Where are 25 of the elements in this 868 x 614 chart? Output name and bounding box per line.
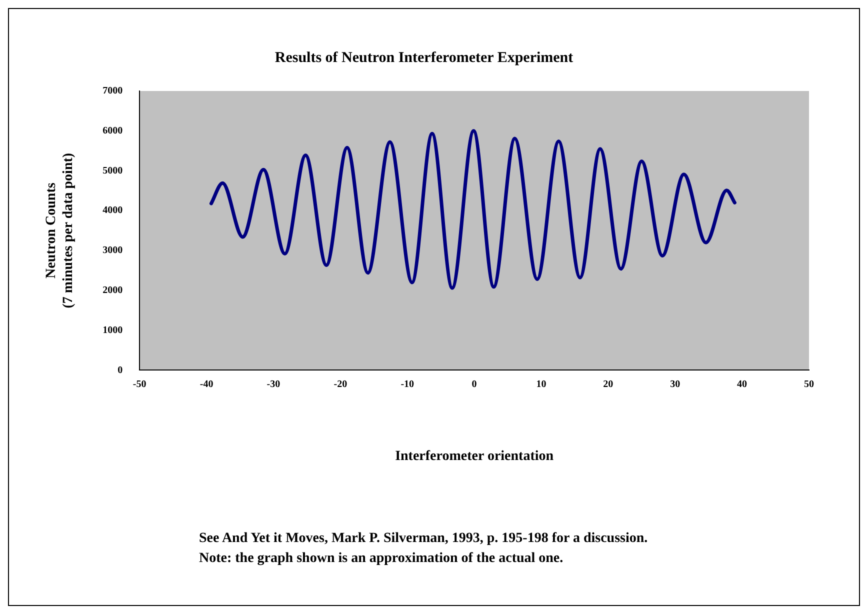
x-tick-label: 20 [603, 378, 614, 390]
x-tick-label: -30 [266, 378, 280, 390]
x-tick-label: 40 [737, 378, 748, 390]
text: See And Yet it Moves, Mark P. Silverman, 1993, p. 195-198 for a discussion. [199, 530, 649, 548]
y-tick-label: 1000 [102, 324, 123, 336]
y-tick-label: 5000 [102, 165, 123, 176]
chart-title: Results of Neutron Interferometer Experiment [274, 50, 574, 66]
x-tick-label: -10 [400, 378, 414, 390]
x-tick-label: 10 [536, 378, 546, 390]
x-tick-label: 0 [472, 378, 477, 390]
y-tick-label: 7000 [102, 86, 123, 97]
y-tick-label: 3000 [102, 245, 123, 256]
x-tick-label: 30 [670, 378, 680, 390]
line-series [209, 129, 736, 290]
x-tick-label: -20 [334, 378, 348, 390]
y-tick-label: 2000 [102, 285, 123, 296]
x-axis-title: Interferometer orientation [395, 449, 554, 464]
x-tick-label: -50 [132, 378, 146, 390]
y-tick-label: 0 [118, 364, 123, 376]
x-tick-label: -40 [200, 378, 214, 390]
y-tick-label: 4000 [102, 205, 123, 216]
y-axis-title: Neutron Counts (7 minutes per data point) [44, 152, 76, 308]
text: Note: the graph shown is an approximation of the actual one. [199, 550, 564, 568]
x-tick-label: 50 [804, 378, 814, 390]
y-tick-label: 6000 [102, 125, 123, 136]
